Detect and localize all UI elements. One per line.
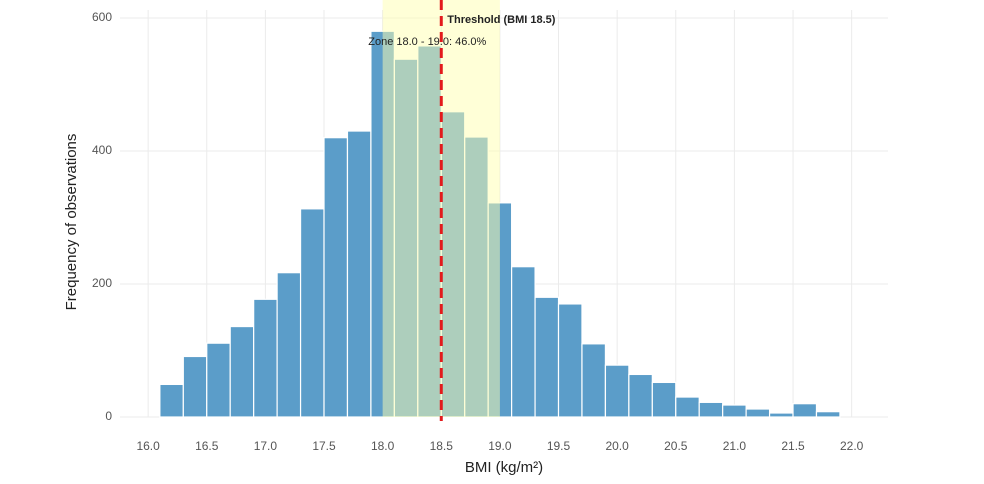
x-tick-label: 22.0: [840, 439, 864, 453]
y-tick-label: 400: [92, 143, 112, 157]
bar: [534, 296, 560, 418]
x-tick-label: 16.0: [136, 439, 160, 453]
bar: [675, 396, 700, 418]
x-tick-label: 20.0: [605, 439, 629, 453]
x-tick-label: 20.5: [664, 439, 688, 453]
bar: [159, 383, 184, 418]
bar: [276, 272, 302, 418]
x-tick-label: 21.5: [781, 439, 805, 453]
bar: [792, 403, 818, 418]
threshold-label: Threshold (BMI 18.5): [447, 14, 556, 26]
bar: [628, 373, 653, 418]
x-tick-label: 19.0: [488, 439, 512, 453]
bar: [722, 404, 747, 418]
bar: [511, 266, 536, 418]
bar: [253, 298, 278, 418]
bar: [229, 325, 255, 418]
y-tick-label: 200: [92, 276, 112, 290]
bar: [815, 411, 841, 418]
x-tick-label: 18.0: [371, 439, 395, 453]
bar: [299, 208, 325, 418]
zone-label: Zone 18.0 - 19.0: 46.0%: [368, 36, 486, 48]
x-tick-label: 21.0: [723, 439, 747, 453]
bar: [745, 408, 771, 418]
bar: [651, 381, 677, 418]
bar: [557, 303, 583, 418]
bar: [182, 355, 208, 418]
x-tick-label: 17.0: [254, 439, 278, 453]
bar: [604, 364, 630, 418]
x-axis-title: BMI (kg/m²): [465, 459, 543, 476]
bar: [346, 130, 372, 418]
x-tick-label: 16.5: [195, 439, 219, 453]
x-tick-label: 19.5: [547, 439, 571, 453]
y-tick-label: 0: [105, 409, 112, 423]
y-tick-label: 600: [92, 10, 112, 24]
y-axis-title: Frequency of observations: [63, 134, 80, 311]
bar: [323, 137, 349, 418]
x-tick-label: 18.5: [430, 439, 454, 453]
x-tick-label: 17.5: [312, 439, 336, 453]
bar: [698, 401, 724, 418]
bar: [768, 412, 794, 418]
bar: [581, 343, 607, 418]
bar: [206, 342, 231, 418]
